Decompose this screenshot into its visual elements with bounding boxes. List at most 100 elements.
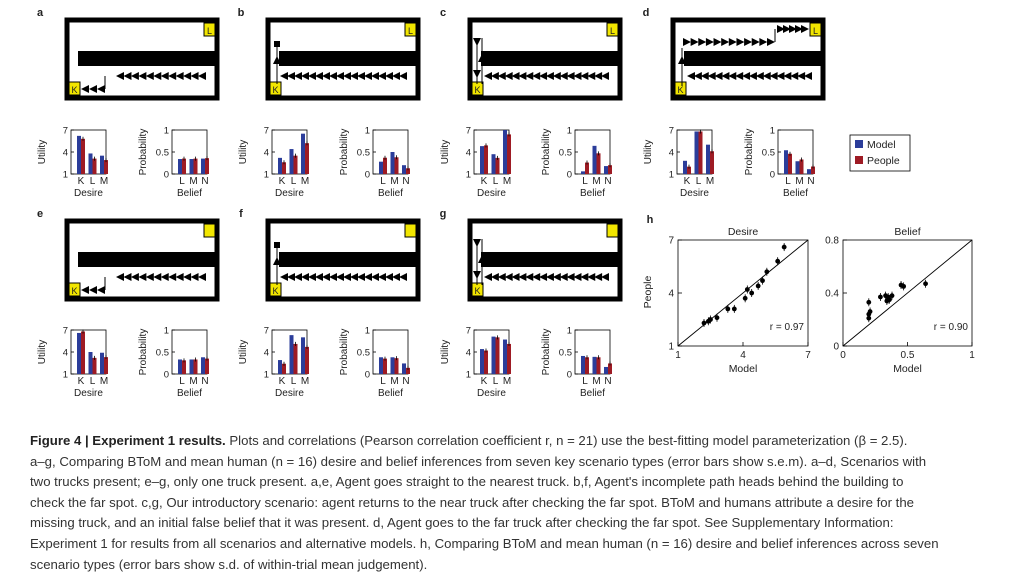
path-arrow-icon (518, 273, 527, 281)
model-bar (77, 135, 81, 174)
y-tick-label: 0.5 (559, 348, 572, 359)
desire-chart-a: 7 4 1K L M Utility Desire (37, 126, 108, 200)
data-point (744, 287, 750, 292)
category-label: K (684, 176, 691, 187)
path-arrow-icon (751, 38, 760, 46)
path-arrow-icon (116, 273, 124, 281)
category-label: L (785, 176, 791, 187)
y-tick-label: 1 (164, 126, 169, 137)
belief-chart-g: 1 0.5 0L M N Probability Belief (541, 326, 612, 399)
category-label: M (100, 376, 108, 387)
path-arrow-icon (364, 72, 372, 80)
category-label: L (90, 376, 96, 387)
y-tick-label: 1 (466, 370, 471, 381)
path-arrow-icon (473, 70, 481, 78)
people-bar (495, 157, 500, 174)
x-tick-label: 1 (675, 350, 681, 361)
building (481, 51, 622, 66)
x-axis-label: Model (893, 363, 922, 375)
path-arrow-icon (473, 38, 481, 46)
model-bar (379, 357, 383, 374)
model-bar (592, 145, 597, 174)
path-arrow-icon (123, 273, 132, 281)
category-label: L (380, 376, 386, 387)
category-label: L (179, 176, 185, 187)
y-axis-label: Probability (339, 329, 350, 376)
model-bar (278, 360, 282, 374)
desire-chart-f: 7 4 1K L M Utility Desire (238, 326, 309, 400)
path-arrow-icon (378, 273, 386, 281)
path-arrow-icon (714, 72, 723, 80)
x-axis-label: Desire (275, 388, 304, 399)
path-arrow-icon (350, 273, 358, 281)
category-label: M (706, 176, 714, 187)
path-arrow-icon (559, 72, 568, 80)
model-bar (480, 349, 484, 374)
path-arrow-icon (735, 72, 744, 80)
path-arrow-icon (797, 72, 806, 80)
path-arrow-icon (138, 72, 147, 80)
truck-icon (606, 223, 619, 238)
caption-line-1: Plots and correlations (Pearson correlat… (229, 433, 908, 448)
x-axis-label: Belief (378, 388, 403, 399)
path-arrow-icon (767, 38, 775, 46)
path-arrow-icon (518, 72, 527, 80)
path-arrow-icon (175, 273, 184, 281)
path-arrow-icon (371, 273, 379, 281)
y-axis-label: Utility (37, 340, 48, 364)
category-label: M (390, 176, 398, 187)
caption-line-7: scenario types (error bars show s.d. of … (30, 556, 428, 572)
category-label: L (291, 176, 297, 187)
y-tick-label: 1 (770, 126, 775, 137)
truck-l-icon (404, 22, 417, 37)
y-tick-label: 7 (63, 326, 68, 337)
legend-people-label: People (867, 155, 900, 167)
truck-k-label: K (677, 85, 683, 95)
path-arrow-icon (525, 72, 534, 80)
correlation-label: r = 0.97 (770, 322, 805, 333)
path-arrow-icon (511, 72, 520, 80)
x-tick-label: 0 (840, 350, 846, 361)
model-bar (301, 337, 305, 374)
path-arrow-icon (473, 239, 481, 247)
model-bar (301, 133, 305, 174)
truck-l-label: L (207, 26, 212, 36)
category-label: K (481, 376, 488, 387)
people-bar (811, 166, 815, 174)
path-arrow-icon (594, 273, 603, 281)
legend-model-label: Model (867, 139, 896, 151)
path-arrow-icon (168, 72, 177, 80)
category-label: N (604, 176, 611, 187)
people-bar (495, 337, 500, 374)
belief-chart-d: 1 0.5 0L M N Probability Belief (744, 126, 815, 199)
path-arrow-icon (308, 72, 316, 80)
category-label: N (604, 376, 611, 387)
agent-marker (274, 242, 280, 248)
truck-k-label: K (71, 286, 77, 296)
panel-letter-h: h (647, 214, 654, 226)
category-label: L (380, 176, 386, 187)
people-bar (282, 363, 286, 374)
people-bar (81, 331, 85, 374)
y-tick-label: 4 (63, 148, 68, 159)
path-arrow-icon (511, 273, 520, 281)
category-label: L (493, 176, 499, 187)
model-bar (189, 359, 194, 374)
path-arrow-icon (350, 72, 358, 80)
path-arrow-icon (587, 72, 596, 80)
truck-l-icon (809, 22, 822, 37)
truck-icon (203, 223, 216, 238)
path-arrow-icon (399, 72, 407, 80)
path-arrow-icon (552, 273, 561, 281)
path-arrow-icon (160, 72, 169, 80)
people-bar (608, 363, 612, 374)
path-arrow-icon (559, 273, 568, 281)
y-tick-label: 0.5 (357, 348, 370, 359)
category-label: M (189, 376, 197, 387)
people-bar (585, 162, 589, 174)
model-bar (100, 352, 104, 374)
people-bar (394, 358, 399, 374)
scenario-map-e: K (64, 218, 220, 302)
path-arrow-icon (769, 72, 778, 80)
model-bar (278, 157, 282, 174)
